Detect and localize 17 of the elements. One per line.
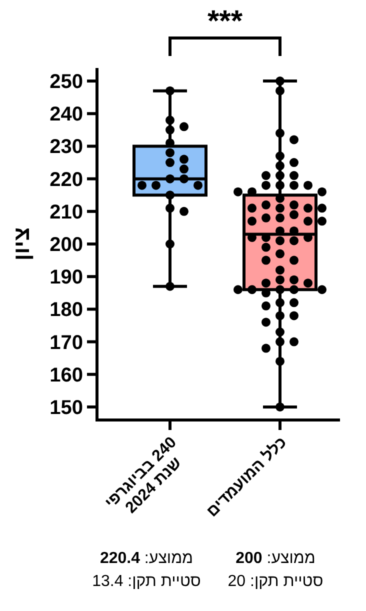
- y-tick-label: 250: [50, 71, 83, 94]
- y-tick-label: 240: [50, 104, 83, 126]
- y-tick-label: 190: [50, 266, 83, 289]
- y-tick-label: 160: [50, 364, 83, 386]
- y-tick-label: 170: [50, 332, 83, 354]
- y-tick-label: 230: [50, 136, 83, 158]
- y-tick-label: 210: [50, 201, 83, 224]
- text: סטיית תקן: 13.4: [91, 572, 202, 592]
- y-tick-label: 200: [50, 234, 83, 256]
- text: סטיית תקן: 20: [226, 572, 324, 592]
- y-tick-label: 180: [50, 299, 83, 322]
- text: ***: [207, 5, 243, 38]
- y-axis-title: ציון: [9, 227, 35, 261]
- x-tick-label: 240 בביוגרפי שנת 2024: [102, 434, 186, 519]
- x-tick-label: כלל המועמדים: [204, 434, 291, 522]
- y-tick-label: 150: [50, 396, 83, 419]
- y-tick-label: 220: [50, 168, 83, 191]
